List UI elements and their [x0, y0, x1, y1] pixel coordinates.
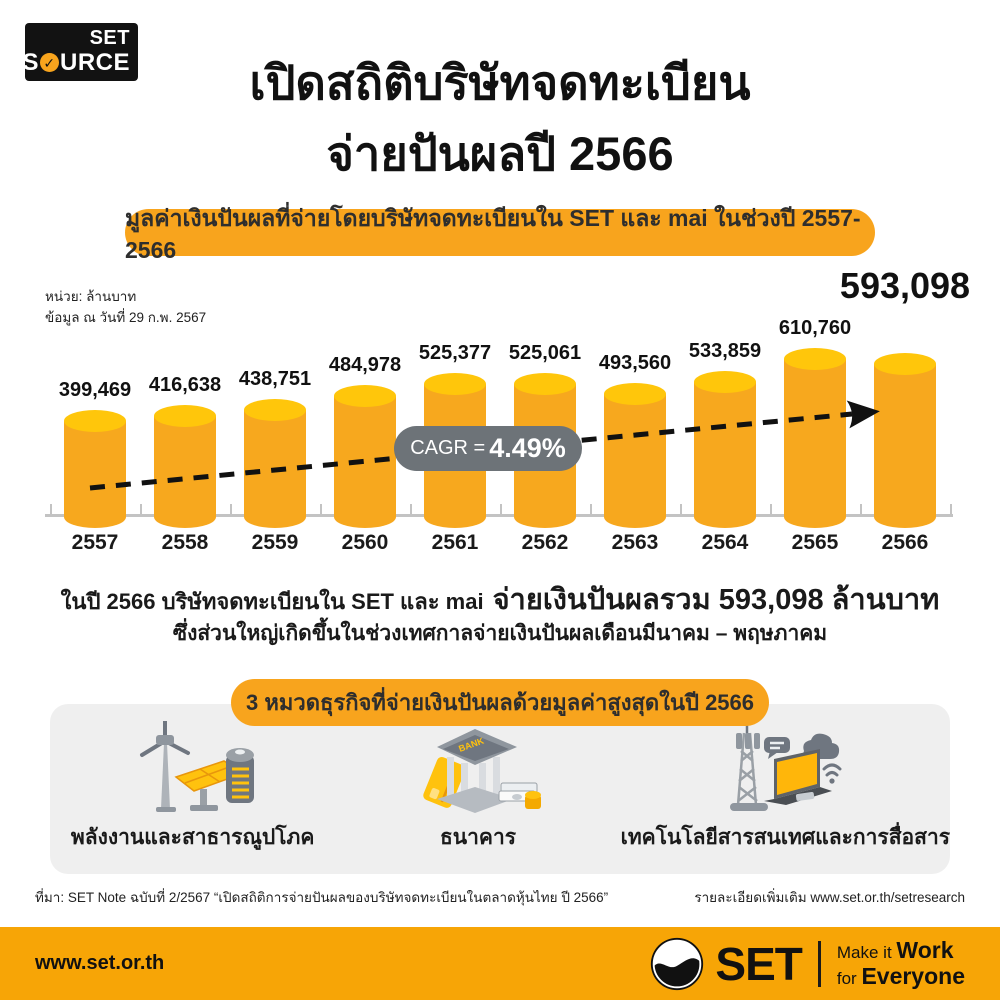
top-sectors-heading: 3 หมวดธุรกิจที่จ่ายเงินปันผลด้วยมูลค่าสู… — [245, 690, 755, 715]
sector-label-energy: พลังงานและสาธารณูปโภค — [70, 826, 315, 849]
bar-cylinder-2563 — [604, 383, 666, 528]
x-axis-label-2566: 2566 — [881, 531, 929, 554]
set-globe-icon — [651, 937, 704, 990]
bar-cylinder-2558 — [154, 405, 216, 528]
bar-value-label-2560: 484,978 — [328, 354, 402, 376]
sector-item-banking: BANK ธนาคาร — [335, 724, 620, 864]
x-axis-label-2564: 2564 — [701, 531, 749, 554]
x-axis-label-2563: 2563 — [611, 531, 659, 554]
x-axis-label-2560: 2560 — [341, 531, 389, 554]
x-axis-label-2557: 2557 — [71, 531, 119, 554]
set-source-logo-line2: S ✓ URCE — [22, 48, 130, 76]
bar-value-label-2566: 593,098 — [839, 265, 971, 306]
x-axis-tick — [860, 504, 862, 514]
sector-list: พลังงานและสาธารณูปโภค BANK — [50, 721, 951, 864]
cagr-badge: CAGR = 4.49% — [394, 426, 582, 471]
chart-title-text: มูลค่าเงินปันผลที่จ่ายโดยบริษัทจดทะเบียน… — [125, 205, 861, 263]
logo-text-urce: URCE — [59, 48, 130, 76]
x-axis-tick — [590, 504, 592, 514]
page-title-line1: เปิดสถิติบริษัทจดทะเบียน — [249, 56, 751, 109]
set-source-logo: SET S ✓ URCE — [22, 23, 138, 81]
page-title-line2: จ่ายปันผลปี 2566 — [326, 126, 674, 180]
summary-line2: ซึ่งส่วนใหญ่เกิดขึ้นในช่วงเทศกาลจ่ายเงิน… — [172, 622, 828, 645]
chart-title-banner: มูลค่าเงินปันผลที่จ่ายโดยบริษัทจดทะเบียน… — [125, 205, 875, 263]
brand-divider — [817, 940, 821, 987]
bar-cylinder-2557 — [64, 410, 126, 528]
x-axis-tick — [230, 504, 232, 514]
x-axis-tick — [500, 504, 502, 514]
x-axis-line — [45, 514, 953, 517]
bar-value-label-2561: 525,377 — [418, 342, 492, 364]
bar-value-label-2559: 438,751 — [238, 368, 312, 390]
check-circle-icon: ✓ — [39, 53, 59, 72]
x-axis-label-2561: 2561 — [431, 531, 479, 554]
bar-cylinder-2566 — [874, 353, 936, 528]
tagline-work: Work — [896, 936, 954, 963]
bar-value-label-2558: 416,638 — [148, 374, 222, 396]
footer-url: www.set.or.th — [35, 952, 165, 974]
sector-label-banking: ธนาคาร — [439, 826, 517, 849]
x-axis-tick — [140, 504, 142, 514]
footer-bar: www.set.or.th SET Make it Work for Every… — [0, 927, 1000, 1000]
bank-icon: BANK — [413, 721, 543, 817]
bar-value-label-2557: 399,469 — [58, 379, 132, 401]
top-sectors-heading-pill: 3 หมวดธุรกิจที่จ่ายเงินปันผลด้วยมูลค่าสู… — [231, 679, 769, 726]
bar-value-label-2564: 533,859 — [688, 340, 762, 362]
tagline-everyone: Everyone — [861, 962, 965, 989]
sector-label-ict: เทคโนโลยีสารสนเทศและการสื่อสาร — [620, 826, 951, 849]
chart-unit-note: หน่วย: ล้านบาท — [45, 289, 137, 304]
x-axis-tick — [770, 504, 772, 514]
x-axis-tick — [950, 504, 952, 514]
source-note: ที่มา: SET Note ฉบับที่ 2/2567 “เปิดสถิต… — [35, 890, 609, 905]
x-axis-label-2559: 2559 — [251, 531, 299, 554]
more-info-note: รายละเอียดเพิ่มเติม www.set.or.th/setres… — [694, 890, 965, 905]
sector-item-energy: พลังงานและสาธารณูปโภค — [50, 721, 335, 864]
bar-value-label-2565: 610,760 — [778, 317, 852, 339]
cagr-label: CAGR = — [410, 437, 486, 459]
energy-utilities-icon — [128, 721, 258, 817]
cagr-value: 4.49% — [489, 433, 566, 463]
bar-value-label-2563: 493,560 — [598, 352, 672, 374]
set-source-logo-line1: SET — [89, 26, 130, 49]
bar-cylinder-2564 — [694, 371, 756, 528]
summary-line1-normal: ในปี 2566 บริษัทจดทะเบียนใน SET และ mai — [60, 589, 484, 614]
x-axis-label-2558: 2558 — [161, 531, 209, 554]
tagline-make-it: Make it — [836, 942, 897, 962]
x-axis-tick — [680, 504, 682, 514]
bar-cylinder-2560 — [334, 385, 396, 528]
logo-text-s: S — [22, 48, 39, 76]
summary-line1: ในปี 2566 บริษัทจดทะเบียนใน SET และ mai … — [0, 576, 1000, 622]
chart-asof-note: ข้อมูล ณ วันที่ 29 ก.พ. 2567 — [45, 309, 207, 325]
ict-icon — [720, 721, 850, 817]
bar-cylinder-2559 — [244, 399, 306, 528]
sector-item-ict: เทคโนโลยีสารสนเทศและการสื่อสาร — [620, 721, 951, 864]
footnote-row: ที่มา: SET Note ฉบับที่ 2/2567 “เปิดสถิต… — [35, 886, 965, 908]
x-axis-tick — [410, 504, 412, 514]
x-axis-tick — [320, 504, 322, 514]
x-axis-tick — [50, 504, 52, 514]
set-wordmark: SET — [715, 937, 802, 990]
set-brand-lockup: SET Make it Work for Everyone — [649, 936, 965, 992]
chart-notes: หน่วย: ล้านบาท ข้อมูล ณ วันที่ 29 ก.พ. 2… — [45, 287, 206, 329]
bar-cylinder-2565 — [784, 348, 846, 528]
bar-value-label-2562: 525,061 — [508, 342, 582, 364]
page-title: เปิดสถิติบริษัทจดทะเบียน จ่ายปันผลปี 256… — [150, 48, 850, 189]
x-axis-label-2565: 2565 — [791, 531, 839, 554]
summary-line1-highlight: จ่ายเงินปันผลรวม 593,098 ล้านบาท — [492, 584, 940, 616]
x-axis-label-2562: 2562 — [521, 531, 569, 554]
brand-tagline: Make it Work for Everyone — [836, 936, 965, 990]
tagline-for: for — [836, 968, 862, 988]
